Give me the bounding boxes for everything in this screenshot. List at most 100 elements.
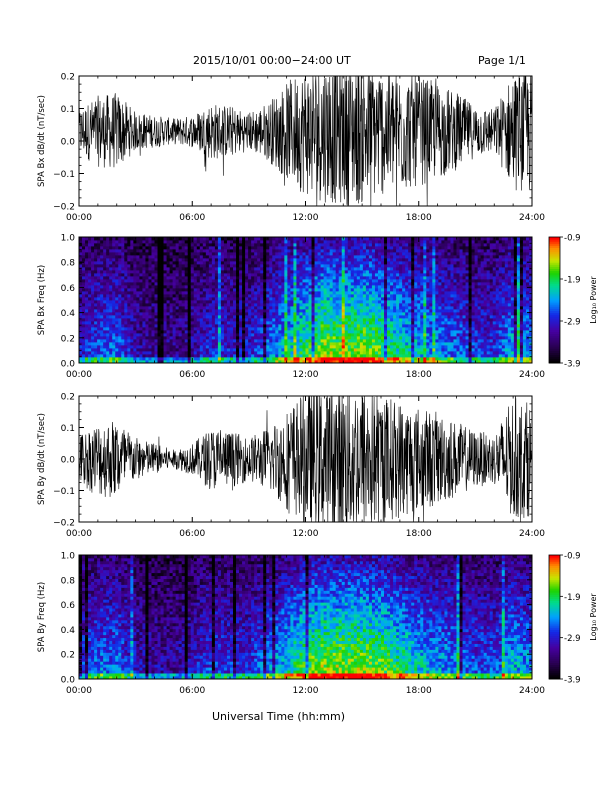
bx-spectrogram-cell (190, 297, 195, 301)
bx-spectrogram-cell (326, 243, 331, 247)
bx-spectrogram-cell (317, 306, 321, 310)
bx-spectrogram-cell (242, 246, 246, 250)
bx-spectrogram-cell (426, 297, 430, 301)
bx-spectrogram-cell (236, 294, 240, 298)
bx-spectrogram-cell (278, 342, 282, 346)
bx-spectrogram-cell (251, 348, 255, 352)
bx-spectrogram-cell (293, 258, 297, 262)
bx-spectrogram-cell (154, 270, 158, 274)
bx-spectrogram-cell (217, 285, 222, 289)
bx-spectrogram-cell (115, 270, 119, 274)
bx-spectrogram-cell (133, 240, 137, 244)
bx-spectrogram-cell (353, 327, 358, 331)
bx-spectrogram-cell (242, 285, 246, 289)
bx-spectrogram-cell (112, 276, 116, 280)
bx-spectrogram-cell (88, 273, 92, 277)
bx-spectrogram-cell (163, 252, 167, 256)
bx-spectrogram-cell (308, 357, 312, 361)
bx-spectrogram-cell (402, 318, 406, 322)
bx-spectrogram-cell (408, 342, 412, 346)
bx-spectrogram-cell (118, 342, 122, 346)
bx-spectrogram-cell (184, 327, 189, 331)
bx-spectrogram-cell (275, 294, 279, 298)
bx-spectrogram-cell (308, 285, 312, 289)
bx-spectrogram-cell (338, 282, 343, 286)
bx-spectrogram-cell (239, 339, 243, 343)
bx-spectrogram-cell (245, 336, 249, 340)
bx-spectrogram-cell (233, 321, 237, 325)
bx-spectrogram-cell (202, 312, 207, 316)
bx-spectrogram-cell (151, 252, 155, 256)
bx-spectrogram-cell (320, 312, 325, 316)
bx-spectrogram-cell (368, 330, 373, 334)
bx-spectrogram-cell (405, 339, 409, 343)
bx-spectrogram-cell (211, 324, 216, 328)
bx-spectrogram-cell (396, 279, 400, 283)
bx-spectrogram-cell (417, 243, 421, 247)
bx-spectrogram-cell (245, 243, 249, 247)
bx-spectrogram-cell (163, 237, 167, 241)
bx-spectrogram-cell (211, 342, 216, 346)
bx-spectrogram-cell (359, 276, 364, 280)
bx-spectrogram-cell (402, 339, 406, 343)
bx-spectrogram-cell (408, 237, 412, 241)
bx-spectrogram-cell (163, 267, 167, 271)
bx-spectrogram-cell (109, 258, 113, 262)
bx-spectrogram-cell (127, 267, 131, 271)
bx-spectrogram-cell (293, 288, 297, 292)
bx-spectrogram-cell (338, 270, 343, 274)
bx-spectrogram-cell (326, 252, 331, 256)
bx-spectrogram-cell (79, 285, 83, 289)
bx-spectrogram-cell (263, 354, 267, 358)
bx-spectrogram-cell (148, 243, 152, 247)
bx-spectrogram-cell (121, 339, 125, 343)
bx-spectrogram-cell (94, 333, 98, 337)
bx-spectrogram-cell (320, 279, 325, 283)
bx-spectrogram-cell (88, 342, 92, 346)
bx-spectrogram-cell (151, 318, 155, 322)
bx-spectrogram-cell (402, 243, 406, 247)
bx-spectrogram-cell (130, 348, 134, 352)
bx-spectrogram-cell (214, 339, 219, 343)
bx-spectrogram-cell (263, 348, 267, 352)
bx-spectrogram-cell (226, 360, 231, 364)
bx-spectrogram-cell (181, 261, 186, 265)
bx-spectrogram-cell (175, 258, 180, 262)
bx-spectrogram-cell (326, 357, 331, 361)
bx-spectrogram-cell (178, 333, 183, 337)
bx-spectrogram-cell (368, 249, 373, 253)
bx-spectrogram-cell (272, 267, 276, 271)
bx-spectrogram-cell (230, 309, 234, 313)
bx-spectrogram-cell (211, 348, 216, 352)
bx-spectrogram-cell (266, 318, 270, 322)
bx-spectrogram-cell (151, 249, 155, 253)
bx-spectrogram-cell (281, 321, 285, 325)
bx-spectrogram-cell (233, 345, 237, 349)
bx-spectrogram-cell (82, 258, 86, 262)
bx-spectrogram-cell (353, 261, 358, 265)
bx-spectrogram-cell (296, 348, 300, 352)
bx-spectrogram-cell (214, 330, 219, 334)
bx-spectrogram-cell (356, 252, 361, 256)
bx-spectrogram-cell (202, 324, 207, 328)
bx-spectrogram-cell (154, 318, 158, 322)
bx-spectrogram-cell (169, 294, 174, 298)
bx-spectrogram-cell (157, 270, 161, 274)
bx-spectrogram-cell (169, 261, 174, 265)
bx-spectrogram-cell (160, 342, 164, 346)
bx-spectrogram-cell (393, 240, 397, 244)
bx-spectrogram-cell (97, 327, 101, 331)
bx-spectrogram-cell (408, 297, 412, 301)
bx-spectrogram-cell (278, 285, 282, 289)
bx-spectrogram-cell (323, 309, 328, 313)
bx-spectrogram-cell (390, 300, 394, 304)
bx-spectrogram-cell (326, 333, 331, 337)
bx-spectrogram-cell (290, 249, 294, 253)
bx-spectrogram-cell (338, 333, 343, 337)
bx-spectrogram-cell (157, 237, 161, 241)
bx-spectrogram-cell (175, 360, 180, 364)
bx-spectrogram-cell (272, 348, 276, 352)
bx-spectrogram-cell (220, 345, 225, 349)
bx-spectrogram-cell (311, 258, 315, 262)
bx-spectrogram-cell (381, 237, 385, 241)
